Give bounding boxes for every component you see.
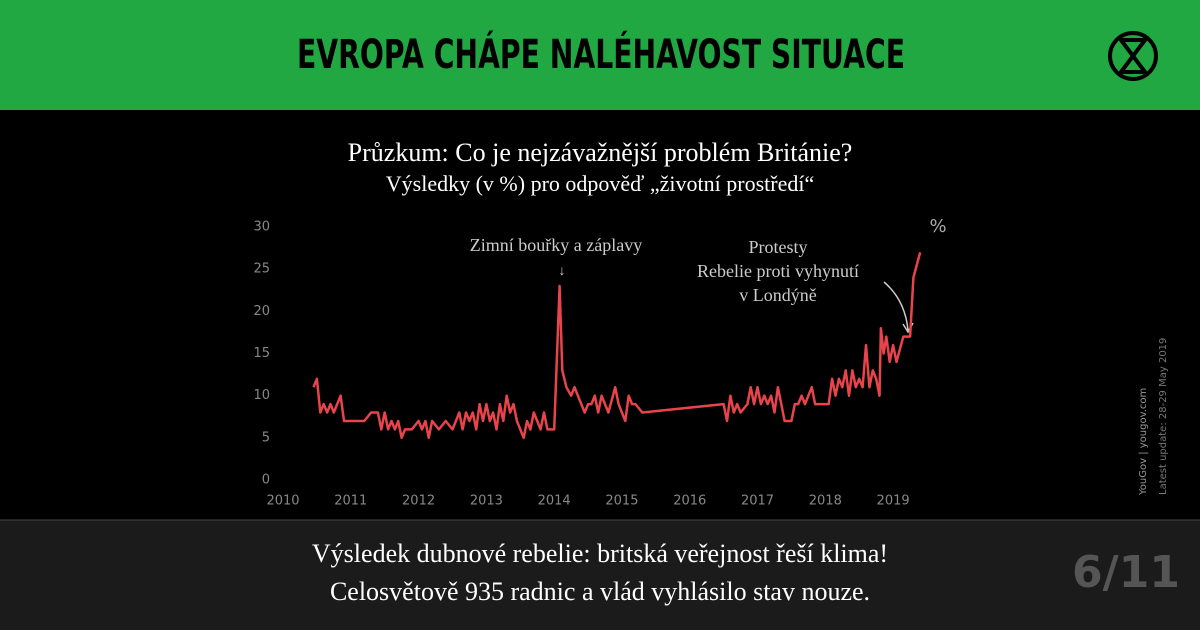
chart-subtitle: Výsledky (v %) pro odpověď „životní pros… (386, 171, 814, 196)
chart-band (0, 110, 1200, 520)
y-tick-label: 20 (253, 304, 270, 319)
data-line (312, 251, 922, 440)
chart-title: Průzkum: Co je nejzávažnější problém Bri… (348, 138, 853, 167)
annotation: Zimní bouřky a záplavy (470, 235, 642, 255)
x-tick-label: 2010 (266, 494, 299, 509)
x-tick-label: 2012 (402, 494, 435, 509)
source: Latest update: 28-29 May 2019 (1158, 338, 1169, 495)
y-tick-label: 30 (253, 220, 270, 235)
x-tick-label: 2018 (809, 494, 842, 509)
footer-line: Celosvětově 935 radnic a vlád vyhlásilo … (330, 577, 870, 606)
header-band (0, 0, 1200, 110)
unit-label: % (929, 216, 946, 237)
annotation: Protesty (748, 237, 807, 257)
logo (1108, 31, 1158, 81)
x-tick-label: 2013 (470, 494, 503, 509)
annotation-arrow: ↓ (559, 264, 566, 279)
y-tick-label: 10 (253, 388, 270, 403)
x-tick-label: 2014 (538, 494, 571, 509)
page-counter: 6/11 (1072, 547, 1180, 598)
x-tick-label: 2011 (334, 494, 367, 509)
annotation: Rebelie proti vyhynutí (697, 261, 859, 281)
x-tick-label: 2015 (605, 494, 638, 509)
footer-band (0, 520, 1200, 630)
y-tick-label: 25 (253, 262, 270, 277)
source: YouGov | yougov.com (1138, 388, 1149, 496)
x-tick-label: 2019 (877, 494, 910, 509)
y-tick-label: 0 (262, 473, 270, 488)
header-title: EVROPA CHÁPE NALÉHAVOST SITUACE (297, 30, 905, 78)
y-tick-label: 5 (262, 430, 270, 445)
y-tick-label: 15 (253, 346, 270, 361)
x-tick-label: 2016 (673, 494, 706, 509)
annotation: v Londýně (739, 285, 816, 305)
footer-line: Výsledek dubnové rebelie: britská veřejn… (312, 539, 888, 568)
x-tick-label: 2017 (741, 494, 774, 509)
